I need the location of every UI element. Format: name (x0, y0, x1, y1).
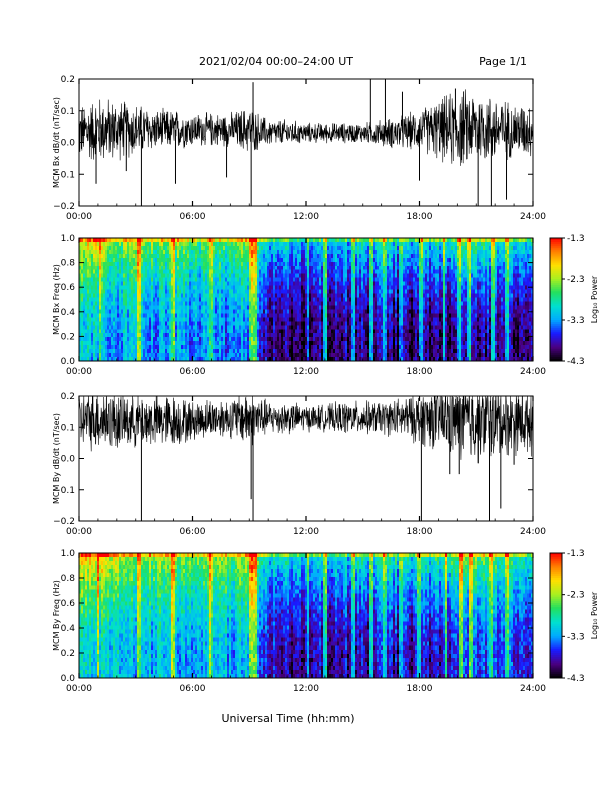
by-dbdt-panel: 0.2 0.1 0.0 −0.1 −0.2 MCM By dB/dt (nT/sec) 00… (52, 392, 546, 537)
x-tick-label: 06:00 (180, 212, 206, 222)
y-tick-label: 0.4 (61, 308, 76, 318)
x-tick-label: 24:00 (520, 212, 546, 222)
y-tick-label: −0.2 (53, 202, 75, 212)
colorbar-tick-label: -1.3 (567, 234, 585, 244)
dbdt-trace (78, 395, 534, 464)
colorbar-tick-label: -3.3 (567, 632, 585, 642)
y-tick-label: 0.8 (61, 259, 76, 269)
y-tick-label: 0.2 (61, 649, 75, 659)
y-axis-label: MCM By Freq (Hz) (52, 580, 61, 651)
x-tick-label: 12:00 (293, 684, 319, 694)
bx-spectrogram-panel: 1.0 0.8 0.6 0.4 0.2 0.0 MCM Bx Freq (Hz) 00:00 0… (52, 234, 599, 377)
x-tick-label: 06:00 (180, 684, 206, 694)
x-tick-label: 00:00 (66, 367, 92, 377)
y-tick-label: 0.2 (61, 332, 75, 342)
y-tick-label: 0.1 (61, 107, 75, 117)
y-tick-label: 0.0 (61, 139, 76, 149)
y-tick-label: 0.2 (61, 392, 75, 402)
x-axis-label: Universal Time (hh:mm) (222, 712, 355, 725)
colorbar-tick-label: -1.3 (567, 549, 585, 559)
y-tick-label: −0.1 (53, 170, 75, 180)
x-tick-label: 06:00 (180, 527, 206, 537)
y-tick-label: 0.6 (61, 599, 76, 609)
colorbar-tick-label: -3.3 (567, 316, 585, 326)
y-tick-label: 0.6 (61, 283, 76, 293)
by-spectrogram-panel: 1.0 0.8 0.6 0.4 0.2 0.0 MCM By Freq (Hz) 00:00 0… (52, 549, 599, 694)
colorbar-tick-label: -2.3 (567, 591, 585, 601)
colorbar-label: Log₁₀ Power (590, 275, 599, 323)
colorbar-tick-label: -4.3 (567, 357, 585, 367)
colorbar: -1.3 -2.3 -3.3 -4.3 Log₁₀ Power (549, 234, 599, 367)
x-tick-label: 06:00 (180, 367, 206, 377)
y-tick-label: 0.0 (61, 357, 76, 367)
x-tick-label: 00:00 (66, 212, 92, 222)
x-tick-label: 24:00 (520, 527, 546, 537)
x-tick-label: 18:00 (407, 212, 433, 222)
x-tick-label: 00:00 (66, 684, 92, 694)
x-tick-label: 18:00 (407, 684, 433, 694)
spectrogram-cells (79, 553, 534, 679)
y-tick-label: 0.0 (61, 455, 76, 465)
y-tick-label: −0.2 (53, 517, 75, 527)
y-tick-label: 0.8 (61, 574, 76, 584)
colorbar-frame (549, 237, 563, 362)
x-tick-label: 12:00 (293, 212, 319, 222)
x-tick-label: 18:00 (407, 527, 433, 537)
x-tick-label: 18:00 (407, 367, 433, 377)
colorbar: -1.3 -2.3 -3.3 -4.3 Log₁₀ Power (549, 549, 599, 684)
bx-dbdt-panel: 0.2 0.1 0.0 −0.1 −0.2 MCM Bx dB/dt (nT/sec) 00… (52, 75, 546, 222)
x-tick-label: 24:00 (520, 367, 546, 377)
y-axis-label: MCM Bx dB/dt (nT/sec) (52, 97, 61, 188)
y-tick-label: 0.1 (61, 423, 75, 433)
y-axis-label: MCM By dB/dt (nT/sec) (52, 413, 61, 504)
y-tick-label: 0.4 (61, 624, 76, 634)
y-tick-label: 1.0 (61, 549, 76, 559)
y-axis-label: MCM Bx Freq (Hz) (52, 264, 61, 335)
y-tick-label: 1.0 (61, 234, 76, 244)
y-tick-label: 0.2 (61, 75, 75, 85)
y-tick-label: 0.0 (61, 674, 76, 684)
x-tick-label: 12:00 (293, 367, 319, 377)
x-tick-label: 12:00 (293, 527, 319, 537)
figure-title: 2021/02/04 00:00–24:00 UT (199, 55, 353, 68)
dbdt-trace (78, 89, 534, 166)
plot-frame (78, 78, 534, 207)
colorbar-label: Log₁₀ Power (590, 591, 599, 639)
page-indicator: Page 1/1 (479, 55, 527, 68)
colorbar-tick-label: -4.3 (567, 674, 585, 684)
x-tick-label: 00:00 (66, 527, 92, 537)
colorbar-frame (549, 552, 563, 679)
colorbar-tick-label: -2.3 (567, 275, 585, 285)
spectrogram-cells (79, 238, 534, 362)
y-tick-label: −0.1 (53, 486, 75, 496)
x-tick-label: 24:00 (520, 684, 546, 694)
